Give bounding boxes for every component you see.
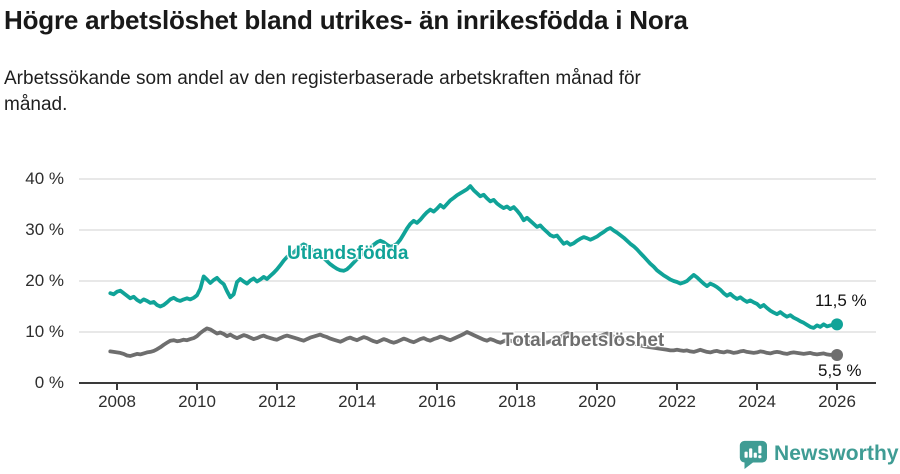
end-value-total-arbetsloshet: 5,5 %	[818, 361, 862, 380]
end-value-utlandsfodda: 11,5 %	[815, 291, 867, 310]
newsworthy-logo-icon	[739, 440, 767, 469]
series-label-total-arbetsloshet: Total arbetslöshet	[502, 330, 665, 351]
page-subtitle: Arbetssökande som andel av den registerb…	[4, 68, 641, 115]
x-tick-label: 2016	[418, 392, 456, 411]
series-end-dot-total-arbetsloshet	[831, 348, 843, 361]
series-end-dot-utlandsfodda	[831, 318, 843, 331]
x-tick-label: 2012	[258, 392, 296, 411]
y-tick-label: 40 %	[25, 169, 64, 188]
series-line-total-arbetsloshet	[108, 326, 839, 358]
y-tick-label: 0 %	[34, 373, 64, 392]
x-tick-label: 2022	[658, 392, 696, 411]
brand-name: Newsworthy	[774, 442, 899, 465]
y-tick-label: 30 %	[25, 220, 64, 239]
series-label-utlandsfodda: Utlandsfödda	[287, 243, 409, 264]
brand-footer: Newsworthy	[737, 439, 899, 469]
x-tick-label: 2014	[338, 392, 376, 411]
x-tick-label: 2020	[578, 392, 616, 411]
chart-canvas	[79, 178, 876, 390]
x-tick-label: 2018	[498, 392, 536, 411]
x-tick-label: 2026	[818, 392, 856, 411]
page-title: Högre arbetslöshet bland utrikes- än inr…	[4, 5, 688, 35]
series-line-utlandsfodda	[108, 184, 839, 330]
x-tick-label: 2024	[738, 392, 776, 411]
y-tick-label: 10 %	[25, 322, 64, 341]
x-tick-label: 2010	[178, 392, 216, 411]
x-tick-label: 2008	[98, 392, 136, 411]
y-tick-label: 20 %	[25, 271, 64, 290]
